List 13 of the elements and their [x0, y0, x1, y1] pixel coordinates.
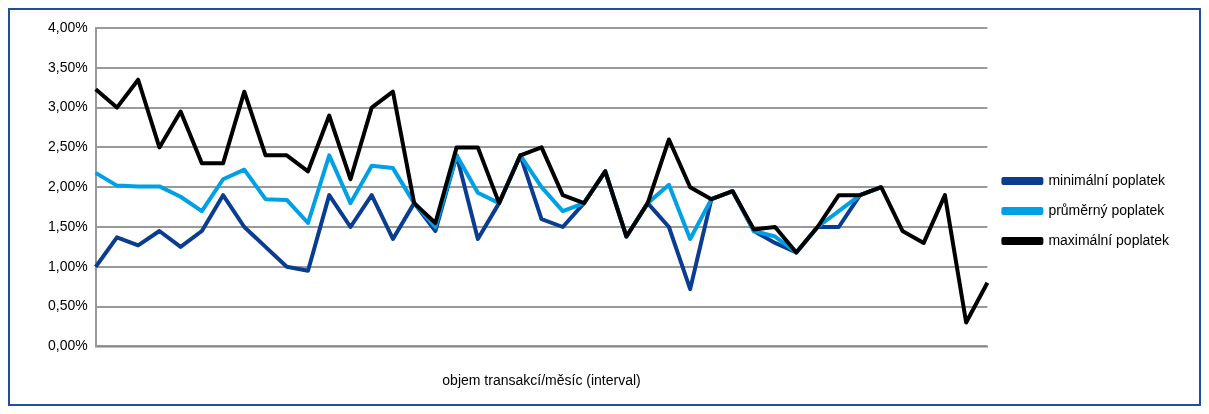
y-tick-label: 3,00%	[47, 98, 88, 115]
y-tick-label: 0,00%	[47, 337, 88, 354]
y-tick-label: 3,50%	[47, 58, 88, 75]
y-tick-label: 4,00%	[47, 18, 88, 35]
y-tick-label: 1,50%	[47, 217, 88, 234]
legend-label: minimální poplatek	[1048, 171, 1167, 188]
y-tick-label: 1,00%	[47, 257, 88, 274]
y-tick-label: 2,00%	[47, 178, 88, 195]
y-tick-label: 2,50%	[47, 138, 88, 155]
x-axis-title: objem transakcí/měsíc (interval)	[442, 372, 641, 389]
y-tick-label: 0,50%	[47, 297, 88, 314]
legend-label: průměrný poplatek	[1048, 201, 1166, 218]
legend-label: maximální poplatek	[1048, 231, 1170, 248]
